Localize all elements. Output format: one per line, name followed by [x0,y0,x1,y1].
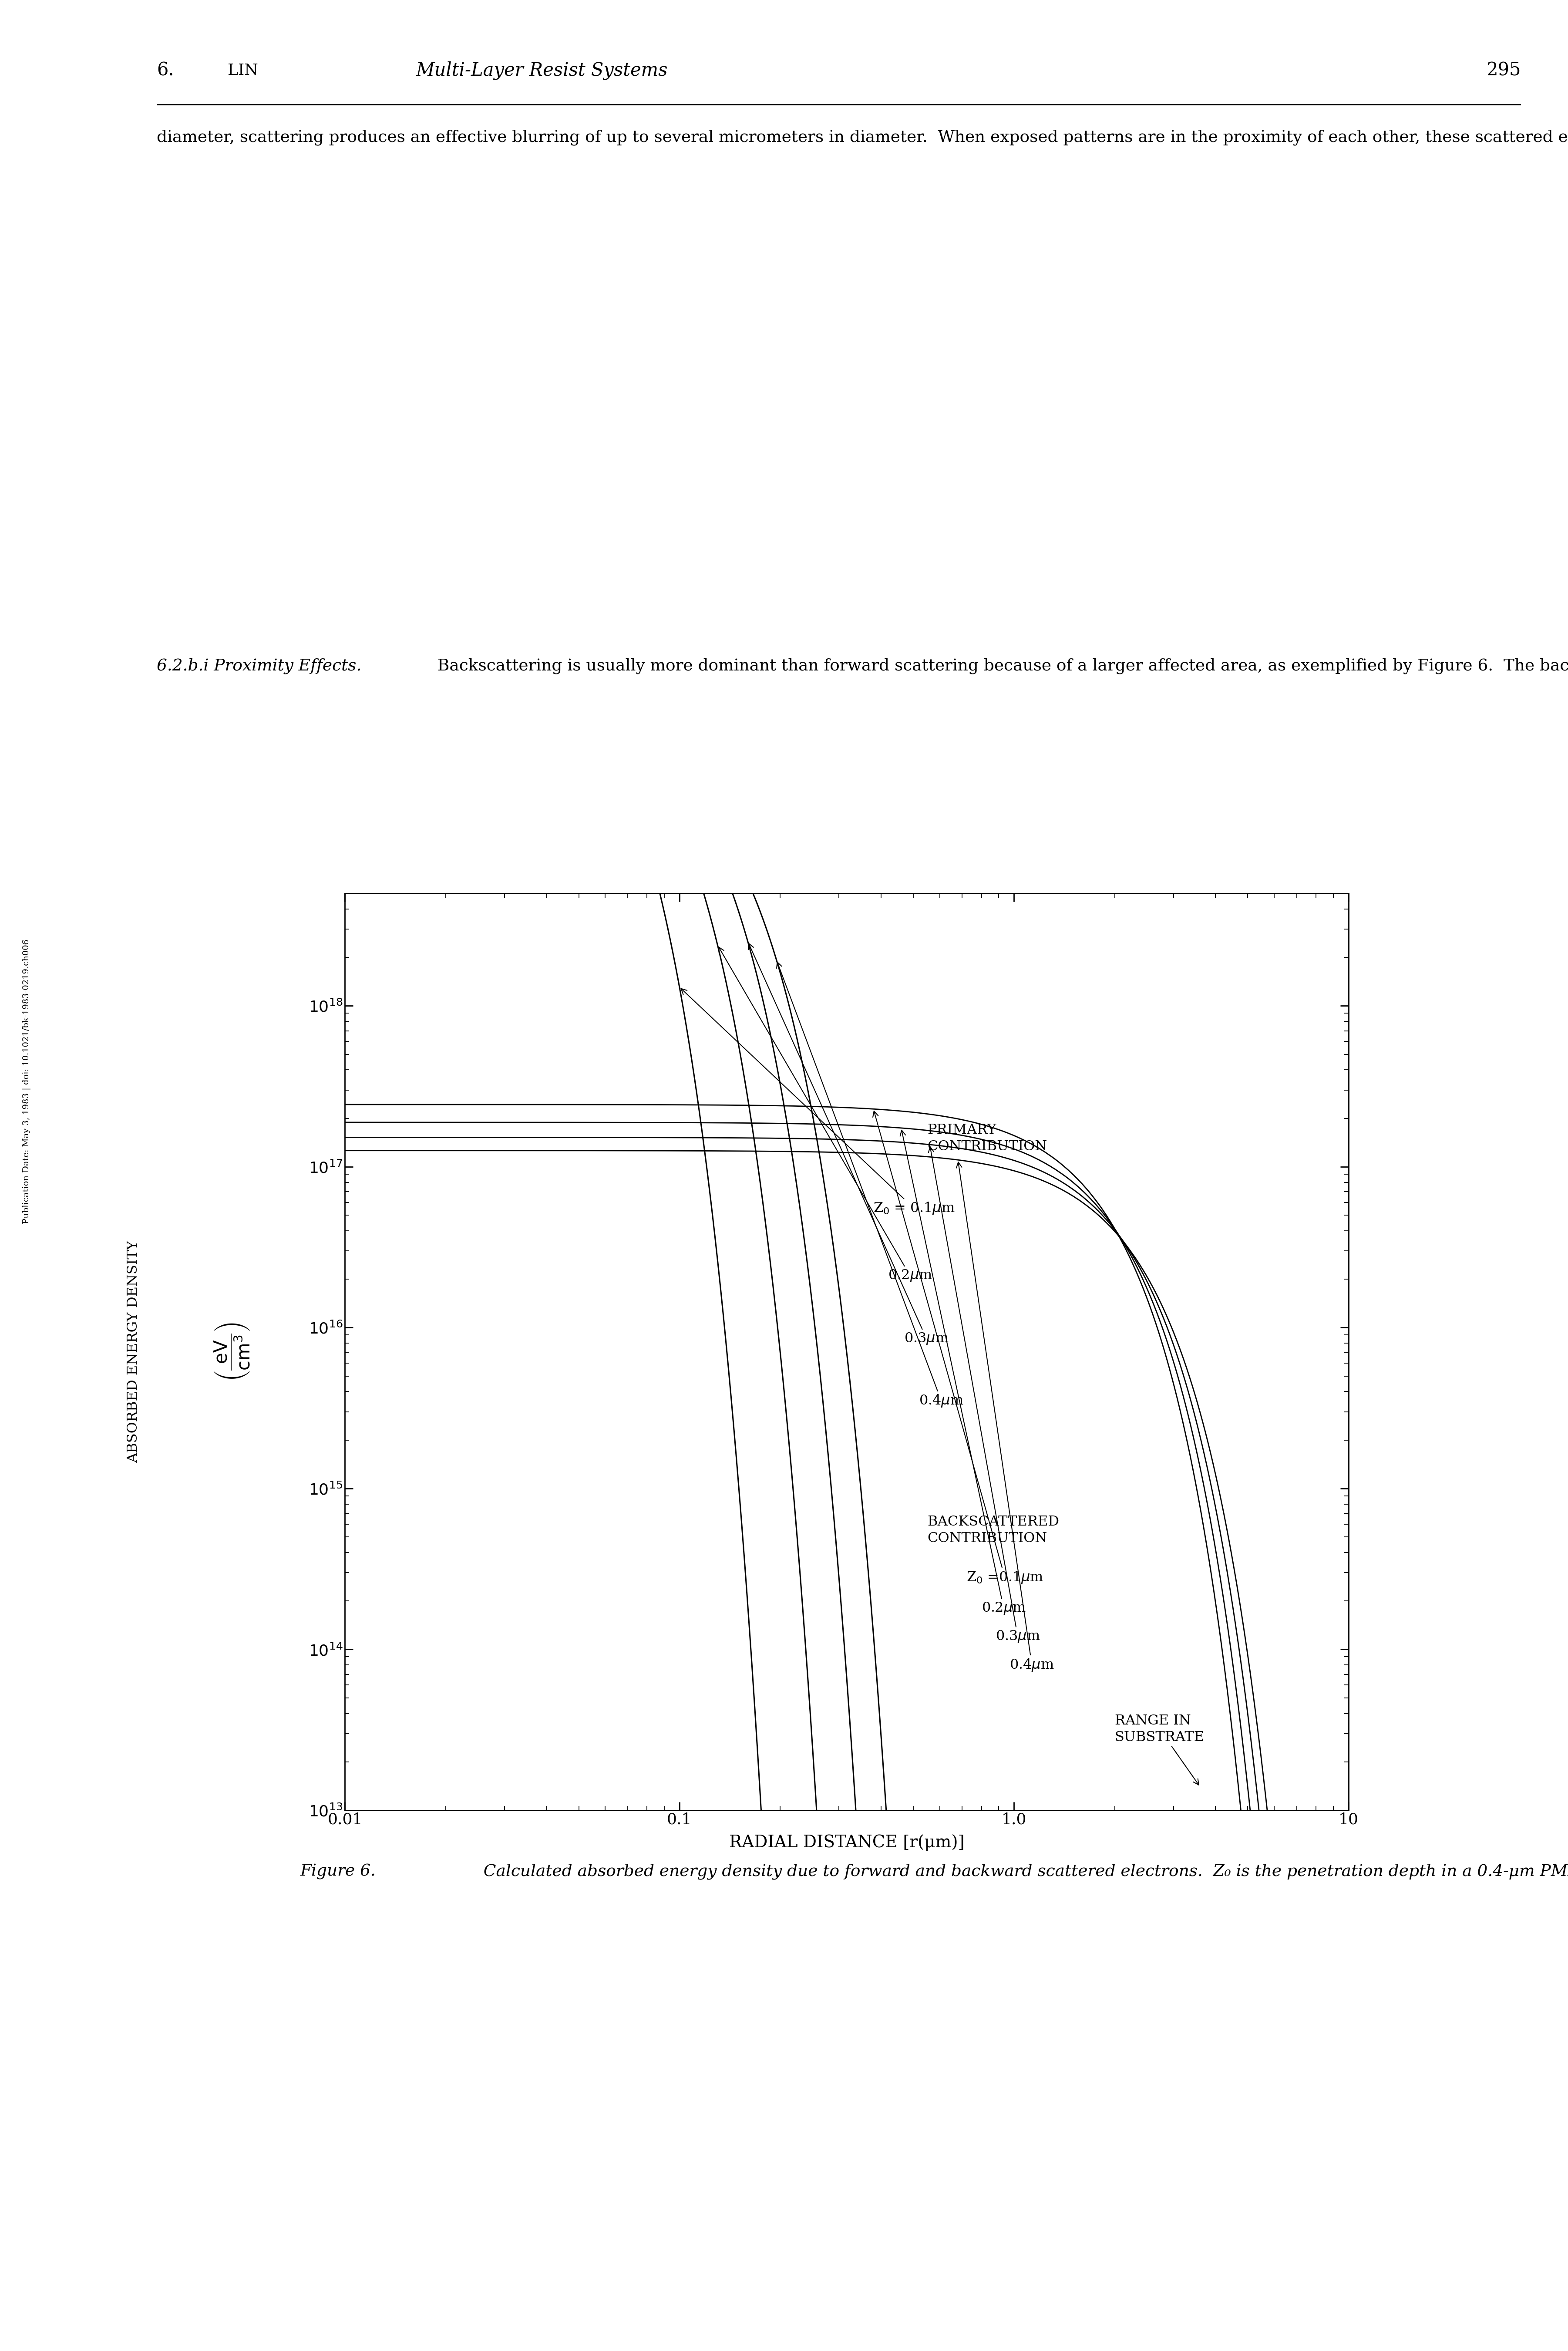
Text: 6.2.b.i Proximity Effects.: 6.2.b.i Proximity Effects. [157,658,362,675]
Text: 0.2$\mu$m: 0.2$\mu$m [900,1131,1025,1615]
Text: diameter, scattering produces an effective blurring of up to several micrometers: diameter, scattering produces an effecti… [157,129,1568,146]
Text: BACKSCATTERED
CONTRIBUTION: BACKSCATTERED CONTRIBUTION [927,1514,1058,1545]
Text: PRIMARY
CONTRIBUTION: PRIMARY CONTRIBUTION [927,1124,1047,1154]
Text: LIN: LIN [227,63,259,78]
Text: 0.3$\mu$m: 0.3$\mu$m [748,943,949,1347]
Text: Publication Date: May 3, 1983 | doi: 10.1021/bk-1983-0219.ch006: Publication Date: May 3, 1983 | doi: 10.… [22,938,31,1225]
Text: Z$_0$ =0.1$\mu$m: Z$_0$ =0.1$\mu$m [873,1112,1043,1585]
Text: $\left(\dfrac{\rm eV}{\rm cm^3}\right)$: $\left(\dfrac{\rm eV}{\rm cm^3}\right)$ [213,1321,251,1382]
Text: 6.: 6. [157,61,174,80]
Text: Backscattering is usually more dominant than forward scattering because of a lar: Backscattering is usually more dominant … [426,658,1568,675]
Text: 0.3$\mu$m: 0.3$\mu$m [928,1147,1040,1643]
Text: Z$_0$ = 0.1$\mu$m: Z$_0$ = 0.1$\mu$m [681,990,955,1215]
Text: 0.4$\mu$m: 0.4$\mu$m [956,1161,1054,1672]
X-axis label: RADIAL DISTANCE [r(μm)]: RADIAL DISTANCE [r(μm)] [729,1834,964,1850]
Text: ABSORBED ENERGY DENSITY: ABSORBED ENERGY DENSITY [127,1241,140,1462]
Text: 0.4$\mu$m: 0.4$\mu$m [776,962,964,1408]
Text: 0.2$\mu$m: 0.2$\mu$m [718,947,933,1284]
Text: Multi-Layer Resist Systems: Multi-Layer Resist Systems [416,61,668,80]
Text: Figure 6.: Figure 6. [299,1864,376,1878]
Text: 295: 295 [1486,61,1521,80]
Text: RANGE IN
SUBSTRATE: RANGE IN SUBSTRATE [1115,1714,1204,1784]
Text: Calculated absorbed energy density due to forward and backward scattered electro: Calculated absorbed energy density due t… [474,1864,1568,1881]
